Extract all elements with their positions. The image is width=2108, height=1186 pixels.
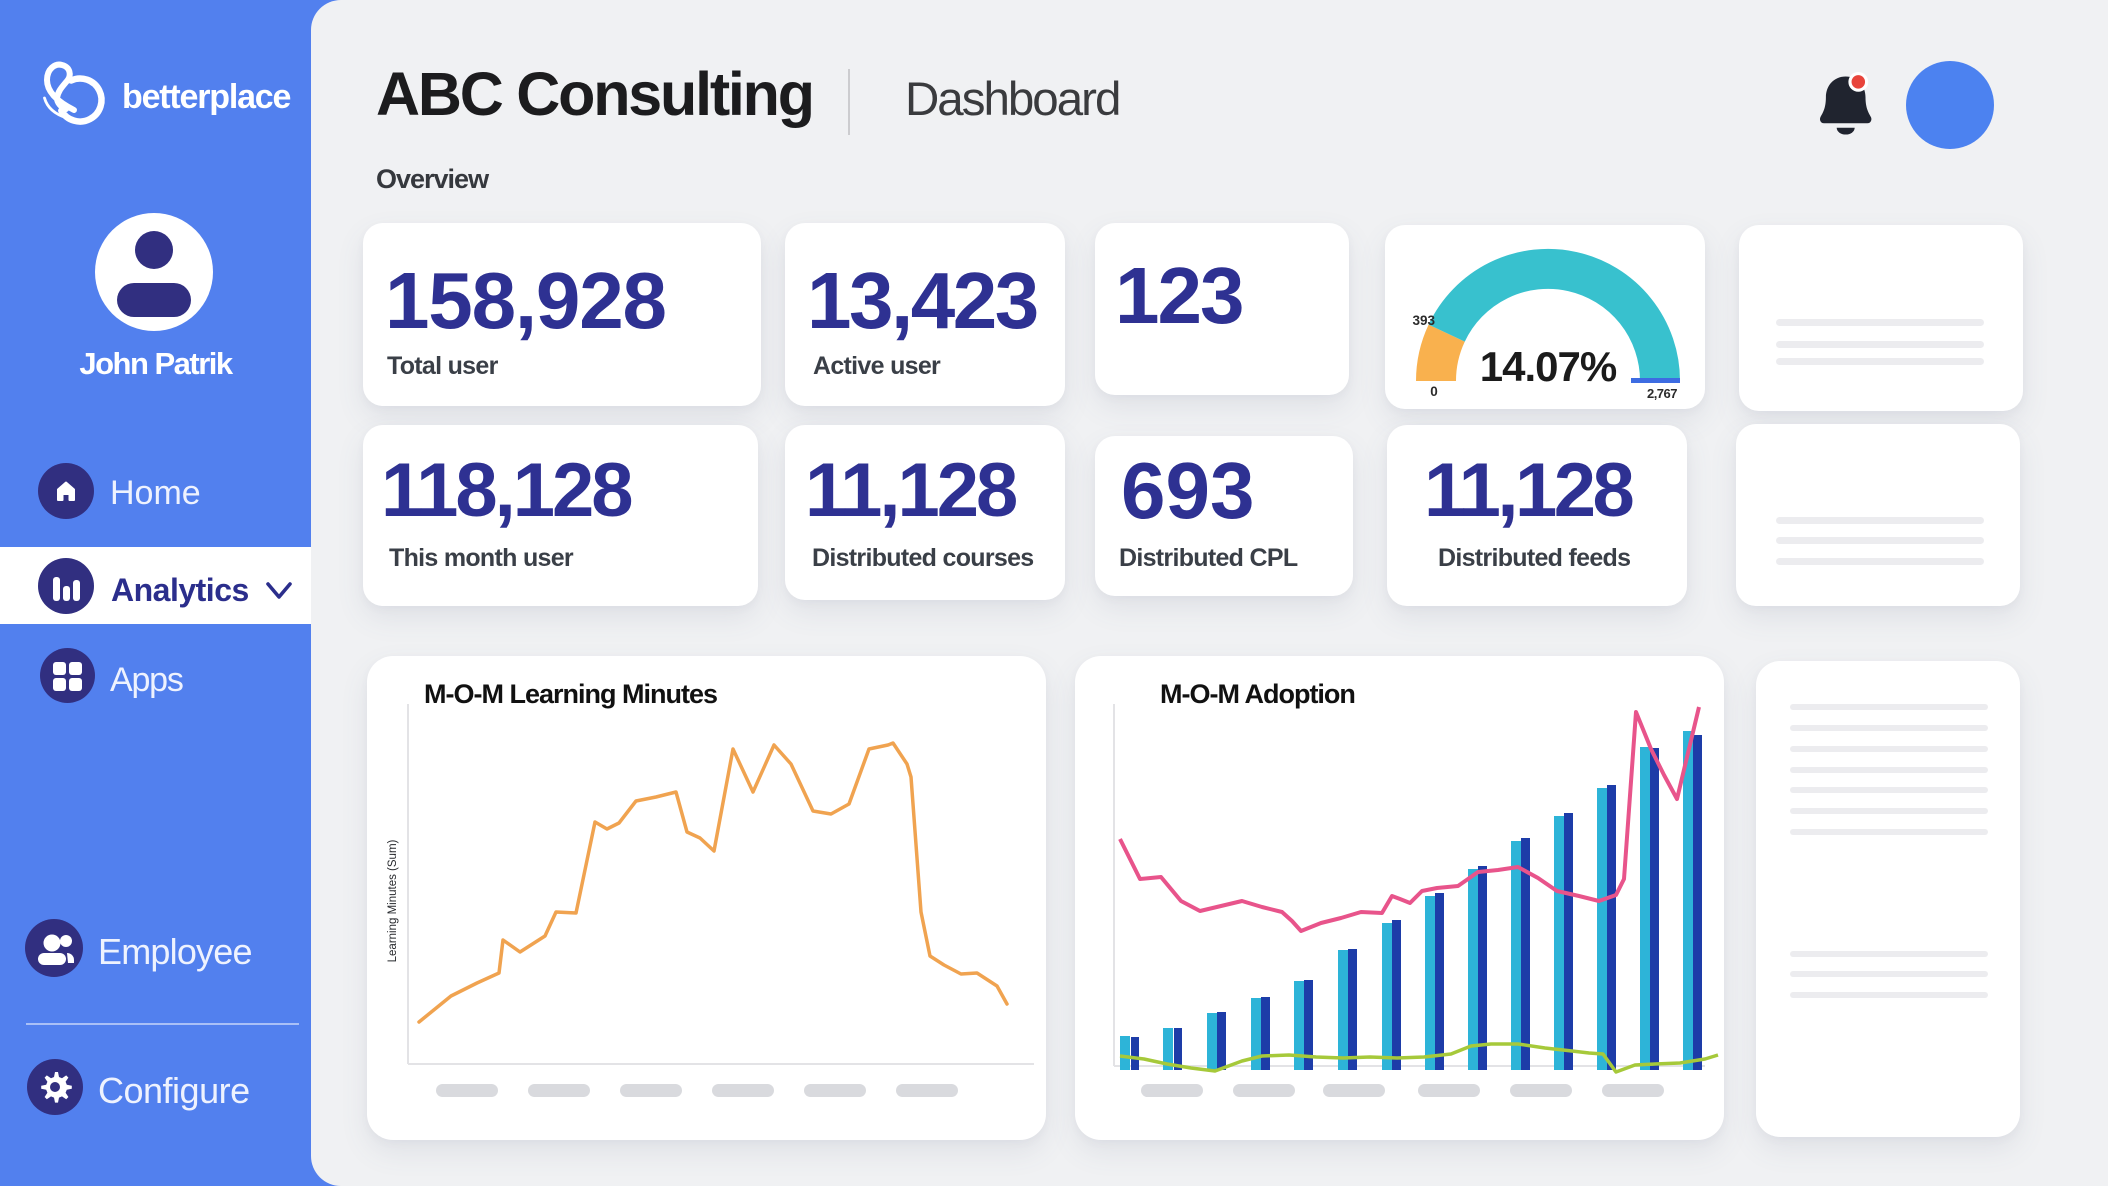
svg-text:2,767: 2,767 [1647, 386, 1677, 401]
svg-text:0: 0 [1430, 384, 1438, 399]
svg-text:14.07%: 14.07% [1480, 343, 1617, 390]
svg-text:Learning Minutes (Sum): Learning Minutes (Sum) [387, 839, 399, 962]
svg-text:393: 393 [1412, 313, 1435, 328]
